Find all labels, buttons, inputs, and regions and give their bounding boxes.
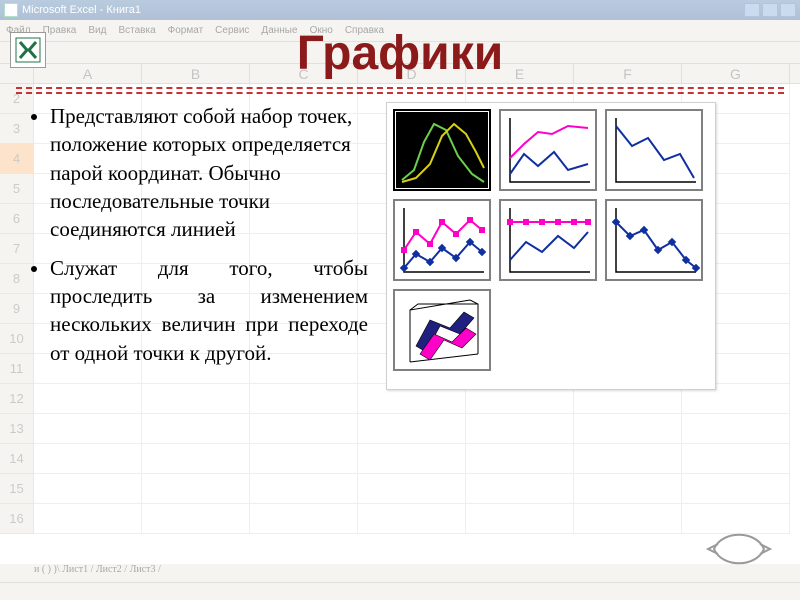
chart-thumb-flat-and-line[interactable] — [499, 199, 597, 281]
bullet-list: Представляют собой набор точек, положени… — [28, 102, 368, 390]
chart-thumb-two-lines[interactable] — [499, 109, 597, 191]
bullet-item: Представляют собой набор точек, положени… — [50, 102, 368, 244]
slide-content: Графики Представляют собой набор точек, … — [0, 0, 800, 600]
chart-thumb-single-blue[interactable] — [605, 109, 703, 191]
slide-title: Графики — [0, 26, 800, 81]
chart-thumb-markers-two[interactable] — [393, 199, 491, 281]
chart-type-gallery — [386, 102, 716, 390]
next-arrow-icon[interactable] — [704, 524, 774, 574]
bullet-item: Служат для того, чтобы проследить за изм… — [50, 254, 368, 367]
chart-thumb-dark-lines[interactable] — [393, 109, 491, 191]
chart-thumb-markers-single[interactable] — [605, 199, 703, 281]
chart-thumb-3d-ribbon[interactable] — [393, 289, 491, 371]
title-divider — [16, 87, 784, 94]
